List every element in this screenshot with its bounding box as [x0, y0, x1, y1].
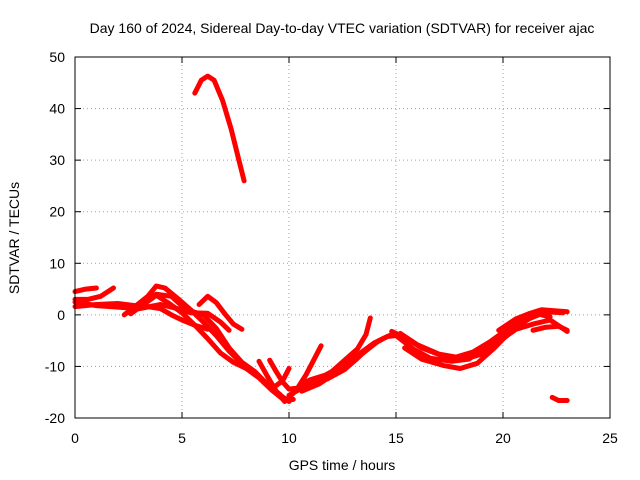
- x-tick-label: 5: [178, 430, 186, 446]
- x-tick-label: 10: [281, 430, 297, 446]
- series-arc-11: [267, 343, 324, 392]
- y-tick-label: 40: [49, 101, 65, 117]
- x-tick-label: 15: [388, 430, 404, 446]
- series-arc-2: [72, 285, 116, 302]
- series-arc-12: [271, 366, 292, 390]
- y-tick-label: 10: [49, 255, 65, 271]
- series-arc-15: [307, 336, 386, 387]
- y-axis-label: SDTVAR / TECUs: [6, 182, 22, 294]
- y-tick-label: 30: [49, 152, 65, 168]
- y-tick-label: 20: [49, 204, 65, 220]
- plot-frame: [74, 56, 611, 419]
- axis-ticks: 0 5 10 15 20 25 -20 -10 0 10 20 30 40 50: [45, 49, 618, 446]
- series-arc-9: [192, 73, 247, 184]
- y-tick-label: -20: [45, 410, 65, 426]
- y-tick-label: 50: [49, 49, 65, 65]
- series-arc-8: [196, 293, 245, 332]
- y-tick-label: -10: [45, 358, 65, 374]
- series-arc-21: [530, 323, 570, 333]
- x-tick-label: 20: [495, 430, 511, 446]
- chart-title: Day 160 of 2024, Sidereal Day-to-day VTE…: [90, 20, 595, 36]
- series-arc-7: [136, 291, 292, 404]
- x-tick-label: 25: [602, 430, 618, 446]
- series-arc-1: [72, 285, 99, 295]
- series-arc-19: [402, 309, 566, 371]
- y-tick-label: 0: [57, 307, 65, 323]
- grid: [75, 57, 610, 418]
- series-arc-13: [286, 315, 373, 398]
- series-arc-4: [72, 299, 232, 333]
- x-tick-label: 0: [71, 430, 79, 446]
- series-arc-20: [496, 307, 570, 333]
- series-arc-22: [549, 394, 570, 403]
- data-series: [72, 73, 570, 404]
- x-axis-label: GPS time / hours: [289, 457, 396, 473]
